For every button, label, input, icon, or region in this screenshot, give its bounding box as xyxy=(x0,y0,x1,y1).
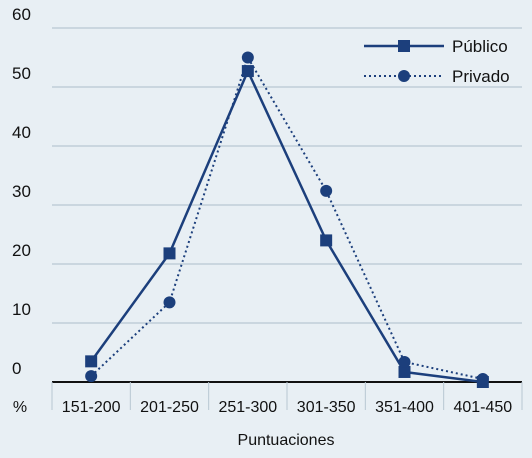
series xyxy=(85,51,489,388)
y-axis-ticks: 0 10 20 30 40 50 60 xyxy=(12,5,31,378)
x-axis-title: Puntuaciones xyxy=(238,432,335,449)
y-tick-label: 60 xyxy=(12,5,31,24)
x-tick-label: 301-350 xyxy=(297,399,356,416)
y-tick-label: 40 xyxy=(12,123,31,142)
series-line xyxy=(90,56,484,381)
data-point xyxy=(85,370,98,383)
data-point xyxy=(476,373,489,386)
x-tick-label: 351-400 xyxy=(375,399,434,416)
y-tick-label: 10 xyxy=(12,300,31,319)
data-point xyxy=(241,65,254,78)
x-axis-ticks: 151-200 201-250 251-300 301-350 351-400 401-4… xyxy=(51,382,523,416)
data-point xyxy=(398,355,411,368)
data-point xyxy=(320,234,333,247)
x-tick-label: 201-250 xyxy=(140,399,199,416)
y-tick-label: 0 xyxy=(12,359,21,378)
legend: Público Privado xyxy=(364,37,510,86)
legend-item: Público xyxy=(364,37,508,56)
y-tick-label: 50 xyxy=(12,64,31,83)
legend-label: Privado xyxy=(452,67,510,86)
data-point xyxy=(163,296,176,309)
data-point xyxy=(398,365,411,378)
x-tick-label: 251-300 xyxy=(218,399,277,416)
legend-label: Público xyxy=(452,37,508,56)
x-tick-label: 401-450 xyxy=(453,399,512,416)
data-point xyxy=(241,51,254,64)
series-1 xyxy=(85,65,489,388)
series-2 xyxy=(85,51,489,386)
legend-item: Privado xyxy=(364,67,510,86)
x-tick-label: 151-200 xyxy=(62,399,121,416)
y-tick-label: 20 xyxy=(12,241,31,260)
legend-marker xyxy=(398,70,410,82)
data-point xyxy=(320,184,333,197)
legend-marker xyxy=(398,40,410,52)
series-line xyxy=(90,69,483,384)
y-unit-label: % xyxy=(13,399,27,416)
y-tick-label: 30 xyxy=(12,182,31,201)
data-point xyxy=(163,247,176,260)
data-point xyxy=(85,355,98,368)
